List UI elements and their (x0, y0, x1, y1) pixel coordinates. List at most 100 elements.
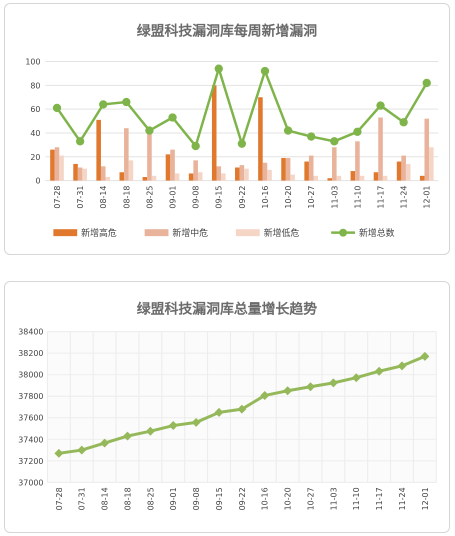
chart1-total-point (214, 64, 223, 73)
chart1-bar-2 (174, 173, 180, 181)
chart1-bar-0 (188, 173, 194, 181)
chart1-total-point (283, 126, 293, 135)
chart2-x-tick-label: 09-22 (238, 487, 247, 510)
chart2-x-tick-label: 11-17 (375, 487, 384, 510)
chart2-y-tick-label: 38400 (18, 328, 43, 337)
chart1-bar-2 (244, 168, 249, 181)
chart1-bar-2 (405, 163, 411, 181)
chart2-x-tick-label: 08-18 (123, 487, 132, 510)
chart2-x-tick-label: 07-31 (78, 487, 87, 510)
chart1-bar-0 (419, 175, 425, 181)
total-growth-chart: 绿盟科技漏洞库总量增长趋势 37000 37200 37400 37600 37800 3… (18, 301, 437, 510)
chart1-x-tick-label: 07-28 (53, 186, 62, 209)
chart2-y-tick-label: 37800 (18, 392, 43, 401)
chart2-x-tick-label: 11-24 (398, 487, 407, 510)
chart1-x-tick-label: 10-27 (307, 186, 316, 209)
chart1-bar-0 (211, 85, 217, 181)
chart1-total-point (353, 127, 362, 136)
chart1-x-tick-label: 12-01 (423, 186, 432, 209)
chart2-y-tick-label: 37400 (18, 435, 43, 444)
chart1-bar-2 (336, 175, 342, 181)
chart1-bar-0 (327, 178, 333, 181)
chart2-total-point (397, 361, 407, 371)
chart2-x-tick-label: 09-01 (169, 487, 178, 510)
chart1-bar-0 (304, 161, 309, 181)
chart1-bar-1 (170, 149, 175, 181)
chart1-total-line (55, 64, 428, 149)
chart1-bar-2 (59, 155, 64, 181)
chart1-bar-1 (285, 157, 291, 181)
chart1-bar-1 (124, 128, 129, 181)
chart2-title: 绿盟科技漏洞库总量增长趋势 (137, 301, 318, 318)
chart1-x-tick-label: 10-16 (261, 186, 270, 209)
chart1-y-tick-label: 80 (30, 81, 40, 90)
chart1-bar-2 (313, 175, 319, 181)
chart2-x-tick-label: 08-25 (146, 487, 155, 510)
chart1-total-point (399, 118, 408, 127)
chart2-total-point (145, 426, 155, 436)
chart2-total-point (54, 448, 64, 458)
chart1-total-point (145, 126, 154, 135)
chart1-x-tick-label: 09-01 (169, 186, 178, 209)
chart1-x-tick-label: 07-31 (76, 186, 85, 209)
chart1-bar-2 (82, 168, 87, 181)
chart1-x-tick-label: 08-14 (99, 186, 108, 209)
chart2-total-point (168, 421, 178, 430)
chart1-bar-1 (262, 162, 268, 181)
chart1-bar-2 (105, 177, 111, 181)
chart1-x-tick-label: 11-03 (330, 186, 339, 209)
chart1-bar-2 (359, 175, 365, 181)
chart1-total-point (75, 137, 85, 146)
chart1-legend-label: 新增总数 (359, 227, 395, 239)
chart1-bar-1 (77, 167, 83, 181)
chart1-legend-label: 新增高危 (81, 227, 117, 239)
chart1-title: 绿盟科技漏洞库每周新增漏洞 (137, 23, 318, 40)
chart2-x-tick-label: 10-27 (306, 487, 315, 510)
chart1-total-point (122, 97, 131, 107)
chart1-legend-label: 新增中危 (172, 227, 208, 239)
chart1-y-tick-label: 40 (30, 129, 40, 138)
chart1-bar-1 (193, 160, 198, 181)
chart1-y-tick-label: 60 (30, 105, 40, 114)
chart1-legend-swatch (53, 229, 78, 237)
chart1-bar-2 (267, 169, 272, 181)
chart1-bar-0 (235, 167, 240, 181)
chart2-total-point (237, 404, 247, 414)
chart1-bar-0 (165, 154, 171, 181)
chart1-x-tick-label: 10-20 (284, 186, 293, 209)
chart1-x-tick-label: 09-08 (192, 186, 201, 209)
chart1-bar-0 (96, 119, 101, 181)
chart1-bar-2 (290, 174, 295, 181)
chart1-total-point (191, 141, 200, 151)
chart1-bar-2 (382, 175, 388, 181)
chart2-y-tick-label: 38000 (18, 371, 43, 380)
chart1-bar-1 (239, 165, 245, 181)
chart1-total-point (99, 100, 108, 109)
chart1-x-tick-label: 09-15 (215, 186, 224, 209)
chart2-total-point (260, 391, 270, 400)
chart1-bar-2 (151, 175, 157, 181)
chart1-y-tick-label: 0 (35, 177, 40, 186)
chart2-y-tick-label: 38200 (18, 349, 43, 358)
chart1-total-point (260, 66, 270, 76)
total-growth-chart-card: 绿盟科技漏洞库总量增长趋势 37000 37200 37400 37600 37800 3… (4, 281, 450, 533)
chart1-bar-1 (424, 118, 430, 181)
chart2-x-tick-label: 12-01 (421, 487, 430, 510)
chart2-total-point (328, 378, 338, 388)
chart1-bar-0 (258, 97, 263, 181)
chart1-legend-label: 新增低危 (264, 227, 300, 239)
chart2-x-tick-label: 09-15 (215, 487, 224, 510)
chart1-bar-1 (378, 117, 383, 181)
chart2-x-tick-label: 10-16 (261, 487, 270, 510)
chart2-total-point (123, 431, 132, 441)
chart1-y-tick-label: 100 (25, 58, 40, 67)
chart1-y-tick-label: 20 (30, 153, 40, 162)
chart1-x-tick-label: 09-22 (238, 186, 247, 209)
chart1-total-point (330, 137, 339, 146)
chart1-bar-2 (221, 173, 226, 181)
chart1-bar-0 (396, 161, 402, 181)
chart1-x-tick-label: 11-24 (400, 186, 409, 209)
chart1-legend-swatch (144, 229, 169, 237)
chart1-bar-0 (350, 171, 356, 181)
chart1-x-tick-label: 08-18 (122, 186, 131, 209)
